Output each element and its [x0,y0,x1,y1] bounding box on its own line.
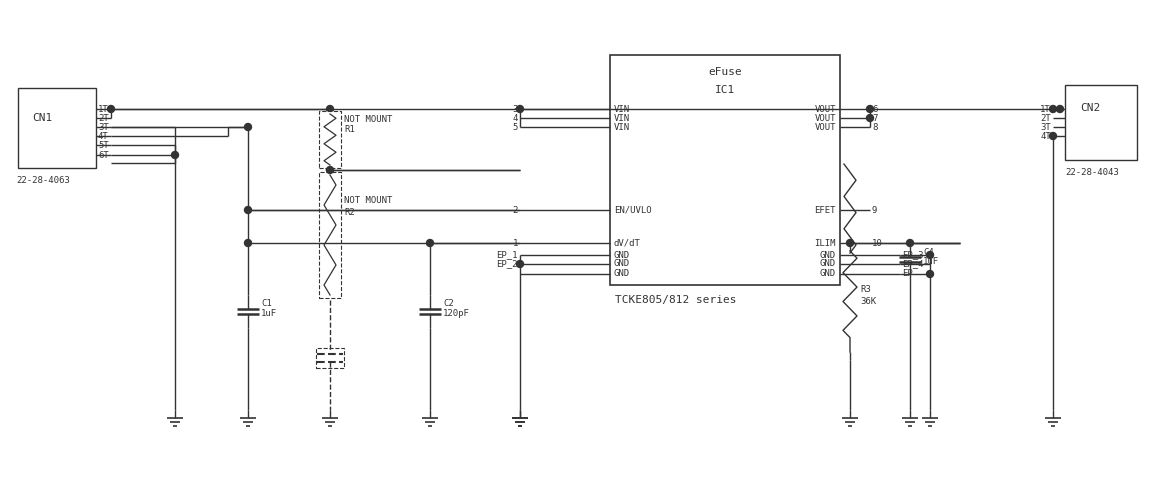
Text: 2: 2 [513,206,518,215]
Text: 6: 6 [872,105,878,114]
Text: 5: 5 [513,123,518,131]
Circle shape [172,151,179,158]
Text: GND: GND [820,269,836,278]
Text: 1T: 1T [98,105,109,114]
Circle shape [517,106,524,113]
Text: VOUT: VOUT [815,105,836,114]
Text: GND: GND [820,259,836,268]
Circle shape [926,270,933,277]
Circle shape [1050,132,1057,139]
Text: GND: GND [614,269,630,278]
Text: CN1: CN1 [33,113,52,123]
Bar [610,55,841,285]
Text: VIN: VIN [614,105,630,114]
Text: 5T: 5T [98,140,109,149]
Text: dV/dT: dV/dT [614,239,641,248]
Circle shape [245,207,252,214]
Text: VIN: VIN [614,123,630,131]
Bar [319,172,341,298]
Text: ILIM: ILIM [815,239,836,248]
Text: GND: GND [614,250,630,259]
Text: EP_4: EP_4 [902,259,923,268]
Text: C2: C2 [444,299,454,308]
Text: GND: GND [820,250,836,259]
Text: EP_2: EP_2 [497,259,518,268]
Text: 3T: 3T [1040,123,1051,131]
Text: 1uF: 1uF [261,308,277,318]
Circle shape [326,166,333,173]
Text: VIN: VIN [614,114,630,123]
Text: VOUT: VOUT [815,114,836,123]
Text: 1T: 1T [1040,105,1051,114]
Text: R2: R2 [344,208,355,217]
Text: 4T: 4T [98,131,109,140]
Text: 9: 9 [872,206,878,215]
Text: 4T: 4T [1040,131,1051,140]
Text: 1uF: 1uF [923,256,939,265]
Circle shape [517,260,524,267]
Text: R1: R1 [344,124,355,133]
Text: IC1: IC1 [715,85,735,95]
Text: VOUT: VOUT [815,123,836,131]
Circle shape [846,240,853,247]
Text: 36K: 36K [860,297,877,306]
Text: 120pF: 120pF [444,308,470,318]
Text: 3T: 3T [98,123,109,131]
Text: NOT MOUNT: NOT MOUNT [344,196,392,205]
Bar [316,348,344,368]
Circle shape [426,240,433,247]
Circle shape [1057,106,1063,113]
Text: NOT MOUNT: NOT MOUNT [344,115,392,124]
Text: EFET: EFET [815,206,836,215]
Circle shape [866,115,873,122]
Text: C1: C1 [261,299,272,308]
Text: 4: 4 [513,114,518,123]
Text: TCKE805/812 series: TCKE805/812 series [615,295,736,305]
Text: 2T: 2T [98,114,109,123]
Text: EP_3: EP_3 [902,250,923,259]
Text: 22-28-4043: 22-28-4043 [1065,167,1119,176]
Circle shape [108,106,115,113]
Text: EN/UVLO: EN/UVLO [614,206,651,215]
Text: R3: R3 [860,285,871,294]
Text: 3: 3 [513,105,518,114]
Circle shape [326,166,333,173]
Circle shape [866,106,873,113]
Text: EP: EP [902,269,913,278]
Circle shape [245,240,252,247]
Text: 6T: 6T [98,150,109,159]
Text: 1: 1 [513,239,518,248]
Circle shape [926,251,933,258]
Text: GND: GND [614,259,630,268]
Bar [319,111,341,168]
Circle shape [326,106,333,113]
Bar [1065,85,1137,160]
Text: eFuse: eFuse [708,67,742,77]
Circle shape [1050,106,1057,113]
Text: CN2: CN2 [1080,103,1101,113]
Text: 2T: 2T [1040,114,1051,123]
Bar [19,88,96,168]
Text: EP_1: EP_1 [497,250,518,259]
Text: 22-28-4063: 22-28-4063 [16,175,70,184]
Circle shape [245,124,252,130]
Text: 7: 7 [872,114,878,123]
Text: C4: C4 [923,248,933,256]
Text: 10: 10 [872,239,882,248]
Circle shape [907,240,914,247]
Text: 8: 8 [872,123,878,131]
